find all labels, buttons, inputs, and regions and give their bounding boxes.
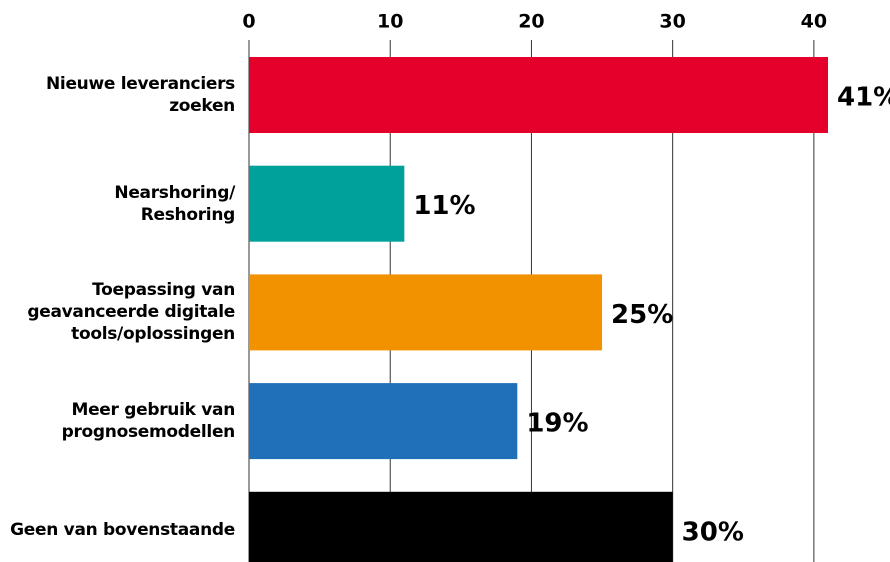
bar <box>249 383 518 460</box>
category-label: Meer gebruik van prognosemodellen <box>61 400 236 443</box>
value-label: 30% <box>682 517 744 547</box>
value-label: 11% <box>413 191 475 221</box>
x-tick-label: 30 <box>659 11 685 33</box>
category-label: Toepassing van geavanceerde digitale too… <box>27 280 235 345</box>
category-label: Geen van bovenstaande <box>10 519 235 540</box>
x-tick-label: 0 <box>242 11 255 33</box>
category-label: Nearshoring/ Reshoring <box>114 182 235 225</box>
category-label: Nieuwe leveranciers zoeken <box>45 74 235 116</box>
bar <box>249 491 673 562</box>
bar <box>249 274 603 351</box>
x-tick-label: 40 <box>801 11 827 33</box>
value-label: 41% <box>837 83 890 113</box>
x-tick-label: 20 <box>518 11 544 33</box>
bar <box>249 165 405 242</box>
x-tick-label: 10 <box>377 11 403 33</box>
bar <box>249 57 828 133</box>
value-label: 19% <box>526 409 588 439</box>
value-label: 25% <box>611 300 673 330</box>
